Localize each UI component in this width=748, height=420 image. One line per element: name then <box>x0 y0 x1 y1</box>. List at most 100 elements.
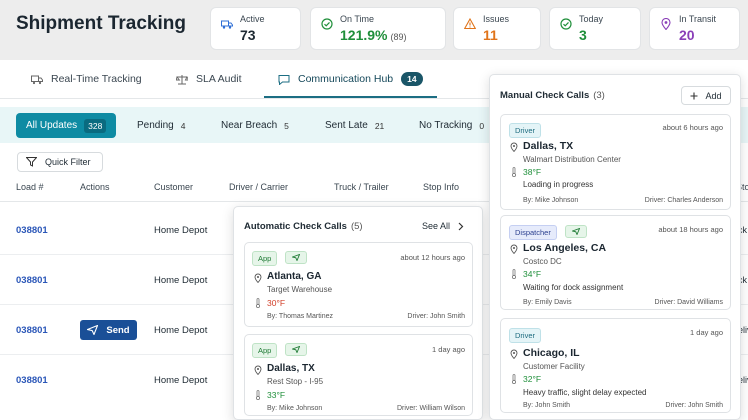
card-city: Dallas, TX <box>523 140 574 152</box>
warning-icon <box>464 18 476 30</box>
card-reported-by: By: Mike Johnson <box>523 197 579 204</box>
tab-label: SLA Audit <box>196 73 242 85</box>
send-label: Send <box>106 324 130 336</box>
card-temperature: 30°F <box>267 298 286 308</box>
column-header-stop[interactable]: Sto <box>736 182 748 192</box>
check-call-card[interactable]: Driver about 6 hours ago Dallas, TX Walm… <box>500 114 731 210</box>
filter-count: 5 <box>284 120 289 131</box>
customer-cell: Home Depot <box>154 225 208 236</box>
filter-near-breach[interactable]: Near Breach 5 <box>213 113 297 138</box>
stat-label: Active <box>240 14 265 24</box>
check-call-card[interactable]: App 1 day ago Dallas, TX Rest Stop - I-9… <box>244 334 473 416</box>
panel-count: (3) <box>593 90 605 101</box>
send-status-badge <box>285 251 307 264</box>
card-driver: Driver: William Wilson <box>396 405 465 412</box>
card-temperature: 32°F <box>523 374 542 384</box>
card-location: Customer Facility <box>523 362 585 371</box>
card-reported-by: By: Thomas Martinez <box>267 313 334 320</box>
card-reported-by: By: John Smith <box>523 402 571 409</box>
send-icon <box>292 346 300 353</box>
load-number-link[interactable]: 038801 <box>16 275 48 286</box>
card-temperature: 34°F <box>523 269 542 279</box>
send-icon <box>87 325 99 335</box>
card-temperature: 33°F <box>267 390 286 400</box>
location-pin-icon <box>510 244 518 254</box>
card-driver: Driver: Charles Anderson <box>644 197 723 204</box>
load-number-link[interactable]: 038801 <box>16 375 48 386</box>
thermometer-icon <box>256 298 260 308</box>
filter-sent-late[interactable]: Sent Late 21 <box>317 113 392 138</box>
filter-label: Sent Late <box>325 120 368 131</box>
filter-no-tracking[interactable]: No Tracking 0 <box>411 113 492 138</box>
card-driver: Driver: John Smith <box>407 313 465 320</box>
load-number-link[interactable]: 038801 <box>16 225 48 236</box>
send-button[interactable]: Send <box>80 320 137 340</box>
add-check-call-button[interactable]: Add <box>681 86 731 105</box>
thermometer-icon <box>512 269 516 279</box>
stat-card-in-transit[interactable]: In Transit 20 <box>649 7 740 50</box>
location-pin-icon <box>510 349 518 359</box>
page-title: Shipment Tracking <box>16 13 186 34</box>
customer-cell: Home Depot <box>154 375 208 386</box>
stat-card-on-time[interactable]: On Time 121.9% (89) <box>310 7 446 50</box>
manual-check-calls-panel: Manual Check Calls (3) Add Driver about 6… <box>489 74 741 420</box>
check-call-card[interactable]: Dispatcher about 18 hours ago Los Angele… <box>500 215 731 310</box>
stat-value-main: 121.9% <box>340 27 388 43</box>
stat-label: On Time <box>340 14 375 24</box>
check-circle-icon <box>321 18 333 30</box>
filter-count: 0 <box>479 120 485 131</box>
load-number-link[interactable]: 038801 <box>16 325 48 336</box>
tab-communication-hub[interactable]: Communication Hub 14 <box>278 60 423 98</box>
panel-count: (5) <box>350 221 363 232</box>
stat-label: Issues <box>483 14 510 24</box>
quick-filter-label: Quick Filter <box>45 157 91 167</box>
card-timestamp: 1 day ago <box>432 345 465 354</box>
chevron-right-icon <box>458 222 464 230</box>
filter-label: All Updates <box>26 120 78 131</box>
quick-filter-button[interactable]: Quick Filter <box>17 152 103 172</box>
check-call-card[interactable]: App about 12 hours ago Atlanta, GA Targe… <box>244 242 473 327</box>
column-header-driver[interactable]: Driver / Carrier <box>229 182 289 192</box>
add-label: Add <box>705 90 722 101</box>
card-timestamp: about 6 hours ago <box>662 123 723 132</box>
column-header-truck[interactable]: Truck / Trailer <box>334 182 389 192</box>
stop-cell: ck <box>738 275 747 285</box>
tab-sla-audit[interactable]: SLA Audit <box>176 60 242 98</box>
filter-count: 21 <box>374 120 385 131</box>
stat-value: 11 <box>483 27 498 43</box>
card-reported-by: By: Mike Johnson <box>267 405 323 412</box>
stat-value-sub: (89) <box>390 32 407 42</box>
stop-cell: ck <box>738 225 747 235</box>
filter-label: Pending <box>137 120 174 131</box>
panel-title-text: Manual Check Calls <box>500 90 590 101</box>
scale-icon <box>176 74 188 84</box>
truck-icon <box>31 75 43 84</box>
stat-card-today[interactable]: Today 3 <box>549 7 641 50</box>
card-driver: Driver: John Smith <box>665 402 723 409</box>
check-circle-icon <box>560 18 572 30</box>
see-all-link[interactable]: See All <box>422 221 464 231</box>
filter-count: 328 <box>84 118 107 133</box>
check-call-card[interactable]: Driver 1 day ago Chicago, IL Customer Fa… <box>500 318 731 413</box>
stat-label: Today <box>579 14 604 24</box>
location-pin-icon <box>510 142 518 152</box>
stat-card-issues[interactable]: Issues 11 <box>453 7 541 50</box>
column-header-actions: Actions <box>80 182 110 192</box>
stop-cell: eliv <box>738 325 748 335</box>
customer-cell: Home Depot <box>154 325 208 336</box>
filter-all-updates[interactable]: All Updates 328 <box>16 113 117 138</box>
filter-pending[interactable]: Pending 4 <box>129 113 193 138</box>
send-status-badge <box>285 343 307 356</box>
card-driver: Driver: David Williams <box>654 299 723 306</box>
active-tab-underline <box>264 96 437 98</box>
table-header-divider <box>0 201 748 202</box>
card-location: Rest Stop - I-95 <box>267 377 324 386</box>
card-timestamp: 1 day ago <box>690 328 723 337</box>
column-header-customer[interactable]: Customer <box>154 182 194 192</box>
column-header-stop-info[interactable]: Stop Info <box>423 182 460 192</box>
tab-real-time-tracking[interactable]: Real-Time Tracking <box>31 60 142 98</box>
column-header-load[interactable]: Load # <box>16 182 44 192</box>
card-reported-by: By: Emily Davis <box>523 299 572 306</box>
stat-card-active[interactable]: Active 73 <box>210 7 301 50</box>
thermometer-icon <box>512 374 516 384</box>
